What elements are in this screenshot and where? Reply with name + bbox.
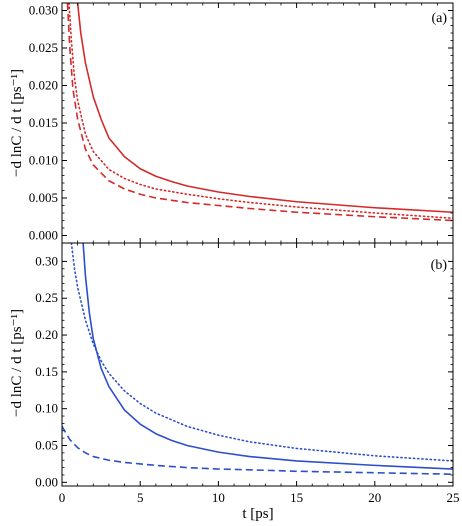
y-tick-label: 0.000 <box>29 228 58 243</box>
series-dashed-line <box>62 425 453 476</box>
x-tick-label: 5 <box>137 490 144 505</box>
y-tick-label: 0.10 <box>35 401 58 416</box>
x-axis-label: t [ps] <box>242 506 273 522</box>
y-tick-label: 0.010 <box>29 153 58 168</box>
y-tick-label: 0.015 <box>29 115 58 130</box>
panel-b: 0.00 0.05 0.10 0.15 0.20 0.25 0.30 0 5 10 15 20 25 (b… <box>35 242 460 505</box>
y-tick-label: 0.25 <box>35 290 58 305</box>
panel-a: 0.000 0.005 0.010 0.015 0.020 0.025 0.030 (a) <box>29 2 454 244</box>
x-tick-label: 20 <box>368 490 381 505</box>
x-tick-label: 15 <box>290 490 303 505</box>
y-tick-label: 0.00 <box>35 474 58 489</box>
y-tick-label: 0.005 <box>29 190 58 205</box>
plot-frame <box>61 242 454 487</box>
x-tick-label: 25 <box>447 490 460 505</box>
y-axis-label-bottom: −d lnC / d t [ps⁻¹] <box>9 309 25 417</box>
series-dotted-line <box>70 243 453 462</box>
y-tick-label: 0.030 <box>29 3 58 18</box>
y-tick-label: 0.15 <box>35 364 58 379</box>
panel-label: (a) <box>431 11 447 26</box>
series-solid-line <box>82 243 453 470</box>
x-tick-label: 10 <box>212 490 225 505</box>
y-tick-label: 0.30 <box>35 253 58 268</box>
plot-frame <box>61 2 454 244</box>
y-tick-label: 0.20 <box>35 327 58 342</box>
series-dotted-line <box>68 3 453 220</box>
x-tick-label: 0 <box>59 490 66 505</box>
series-dashed-line <box>66 3 453 222</box>
y-tick-label: 0.020 <box>29 78 58 93</box>
series-solid-line <box>76 3 453 214</box>
y-tick-label: 0.025 <box>29 40 58 55</box>
y-axis-label-top: −d lnC / d t [ps⁻¹] <box>9 69 25 177</box>
y-tick-label: 0.05 <box>35 438 58 453</box>
panel-label: (b) <box>431 258 448 273</box>
